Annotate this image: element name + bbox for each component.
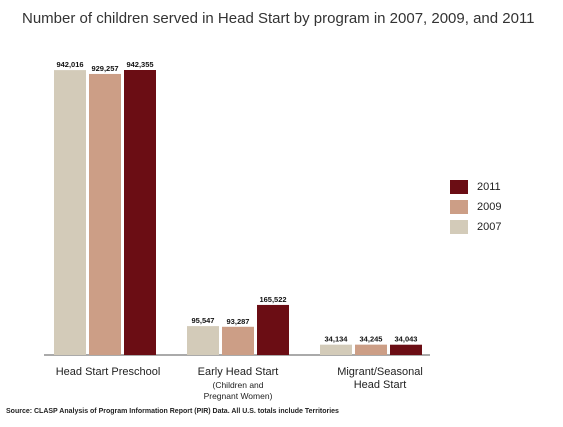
bar-early-head-start-2011 [257,304,289,355]
bar-migrant-seasonal-head-start-2009 [355,344,387,355]
legend-label: 2009 [477,201,502,213]
data-label-early-head-start-2009: 93,287 [227,317,250,326]
data-label-head-start-preschool-2011: 942,355 [126,60,153,69]
legend-label: 2007 [477,221,502,233]
bar-early-head-start-2007 [187,326,219,355]
data-label-migrant-seasonal-head-start-2011: 34,043 [395,335,418,344]
legend-swatch [450,180,468,194]
category-label-head-start-preschool: Head Start Preschool [38,366,178,379]
bar-head-start-preschool-2009 [89,73,121,356]
bar-migrant-seasonal-head-start-2007 [320,344,352,355]
legend: 2011 2009 2007 [450,177,501,237]
data-label-migrant-seasonal-head-start-2009: 34,245 [360,335,383,344]
category-label-text: Early Head Start [197,366,279,378]
chart-title: Number of children served in Head Start … [22,10,535,27]
legend-item-2007: 2007 [450,217,501,237]
legend-label: 2011 [477,181,501,193]
legend-item-2011: 2011 [450,177,501,197]
source-note: Source: CLASP Analysis of Program Inform… [6,408,339,415]
category-label-early-head-start: Early Head Start (Children and Pregnant … [178,366,298,402]
data-label-early-head-start-2011: 165,522 [259,295,286,304]
legend-item-2009: 2009 [450,197,501,217]
bar-head-start-preschool-2011 [124,70,156,355]
bar-migrant-seasonal-head-start-2011 [390,344,422,355]
category-label-migrant-seasonal: Migrant/Seasonal Head Start [325,366,435,392]
category-label-text: Head Start Preschool [55,366,161,378]
data-label-head-start-preschool-2009: 929,257 [91,64,118,73]
legend-swatch [450,220,468,234]
data-label-early-head-start-2007: 95,547 [192,316,215,325]
category-sublabel: (Children and Pregnant Women) [203,380,273,401]
bar-head-start-preschool-2007 [54,70,86,355]
data-label-migrant-seasonal-head-start-2007: 34,134 [325,335,349,344]
data-label-head-start-preschool-2007: 942,016 [56,60,83,69]
legend-swatch [450,200,468,214]
bar-early-head-start-2009 [222,326,254,355]
category-label-text: Migrant/Seasonal Head Start [337,366,423,391]
